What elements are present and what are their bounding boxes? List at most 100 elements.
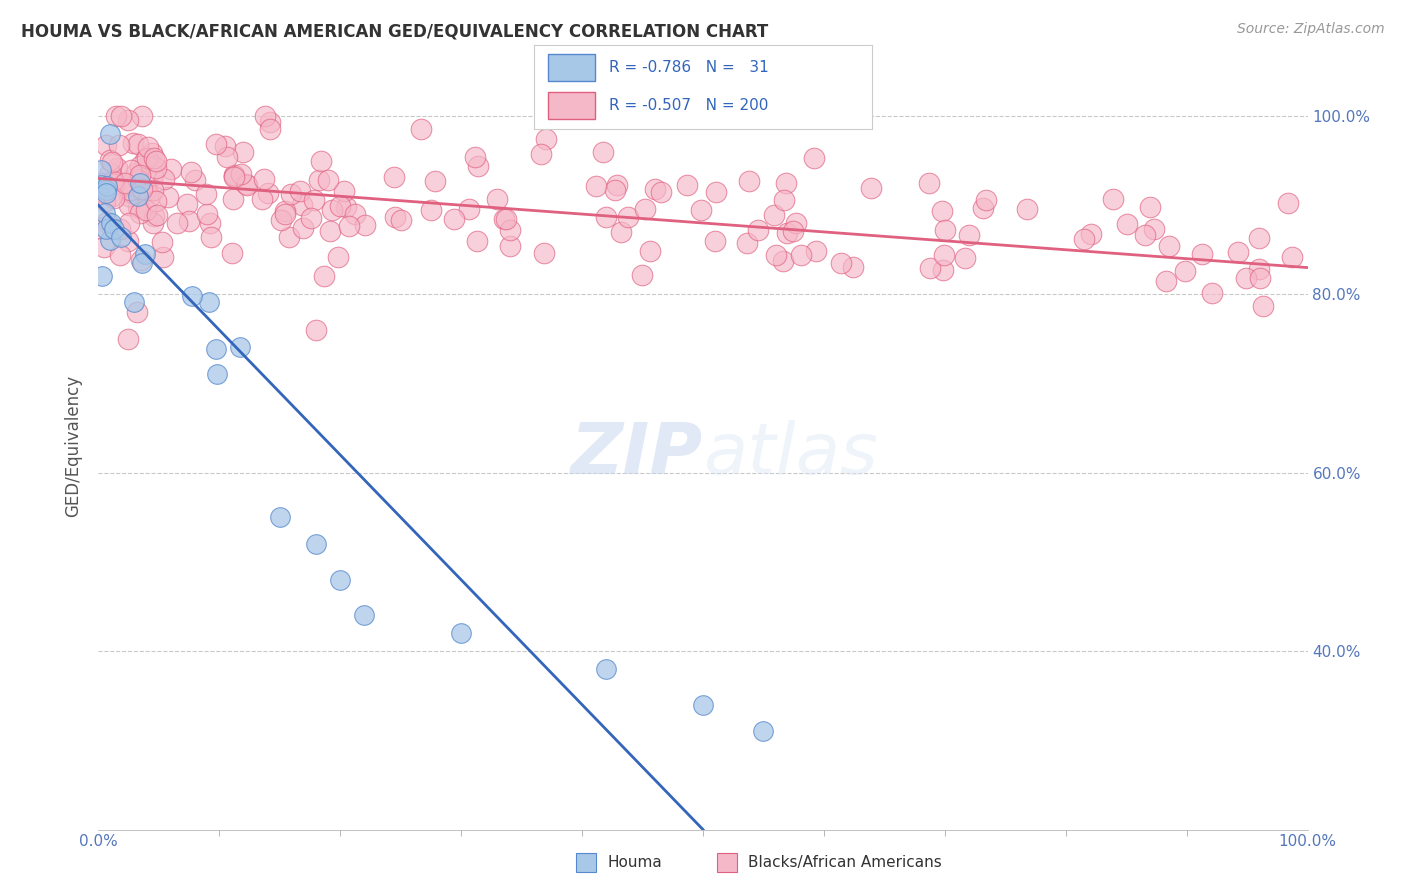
Point [139, 155, 162, 169]
Point [94, 205, 117, 219]
Point [530, 147, 553, 161]
Point [585, 179, 607, 194]
Point [953, 251, 976, 265]
Point [198, 294, 221, 309]
Point [214, 138, 236, 153]
Point [1080, 227, 1102, 242]
Point [107, 138, 129, 153]
Point [129, 168, 152, 182]
Point [1157, 239, 1180, 253]
Point [499, 239, 522, 253]
Point [101, 189, 124, 203]
Point [108, 222, 131, 236]
Point [222, 192, 245, 206]
Point [419, 203, 441, 218]
Point [91, 186, 114, 200]
Point [259, 115, 281, 129]
Point [141, 146, 163, 161]
Point [280, 187, 302, 202]
Point [595, 210, 617, 224]
Point [411, 121, 433, 136]
Point [166, 216, 188, 230]
Point [117, 189, 139, 203]
Point [382, 170, 405, 185]
Point [184, 172, 207, 186]
Point [644, 182, 666, 196]
Point [499, 223, 522, 237]
Point [103, 191, 125, 205]
Point [250, 192, 273, 206]
Point [830, 255, 852, 269]
Point [333, 184, 356, 198]
Point [1073, 232, 1095, 246]
Point [145, 161, 167, 175]
Point [859, 181, 882, 195]
Point [1226, 244, 1249, 259]
Point [215, 149, 238, 163]
Point [128, 177, 150, 191]
Point [205, 342, 228, 356]
Point [117, 234, 139, 248]
Point [122, 178, 145, 192]
Point [277, 230, 299, 244]
Point [273, 207, 295, 221]
Point [631, 268, 654, 282]
Point [650, 185, 672, 199]
Point [1133, 228, 1156, 243]
Point [135, 183, 157, 197]
Point [153, 172, 176, 186]
Point [98, 127, 121, 141]
Point [305, 537, 328, 551]
Text: R = -0.786   N =   31: R = -0.786 N = 31 [609, 60, 768, 75]
Point [676, 178, 699, 192]
Point [290, 184, 312, 198]
Point [181, 288, 204, 302]
Point [957, 227, 980, 242]
Point [118, 185, 141, 199]
Text: HOUMA VS BLACK/AFRICAN AMERICAN GED/EQUIVALENCY CORRELATION CHART: HOUMA VS BLACK/AFRICAN AMERICAN GED/EQUI… [21, 22, 768, 40]
Point [318, 224, 340, 238]
Point [135, 151, 157, 165]
Point [486, 192, 509, 206]
Point [464, 150, 486, 164]
Point [103, 222, 125, 236]
Point [259, 122, 281, 136]
Point [752, 724, 775, 739]
Point [142, 209, 165, 223]
Point [932, 263, 955, 277]
Point [309, 154, 332, 169]
Point [308, 173, 330, 187]
Point [90, 176, 112, 190]
Point [637, 109, 659, 123]
Point [790, 247, 813, 261]
Point [775, 177, 797, 191]
Point [96, 178, 118, 193]
Point [1154, 274, 1177, 288]
Point [974, 194, 997, 208]
Point [931, 203, 953, 218]
Point [291, 198, 314, 212]
Point [114, 176, 136, 190]
Point [533, 245, 555, 260]
Point [617, 211, 640, 225]
Point [343, 207, 366, 221]
Point [131, 256, 153, 270]
Point [138, 140, 160, 154]
Point [1139, 200, 1161, 214]
Point [131, 182, 153, 196]
Point [934, 247, 956, 261]
Point [1201, 285, 1223, 300]
Point [765, 248, 787, 262]
Point [706, 186, 728, 200]
Text: atlas: atlas [703, 420, 877, 490]
Point [775, 226, 797, 240]
Point [105, 109, 128, 123]
Point [127, 200, 149, 214]
Point [124, 295, 146, 310]
Point [291, 221, 314, 235]
Point [222, 169, 245, 184]
Point [93, 240, 115, 254]
Point [128, 159, 150, 173]
Point [152, 250, 174, 264]
Point [127, 173, 149, 187]
